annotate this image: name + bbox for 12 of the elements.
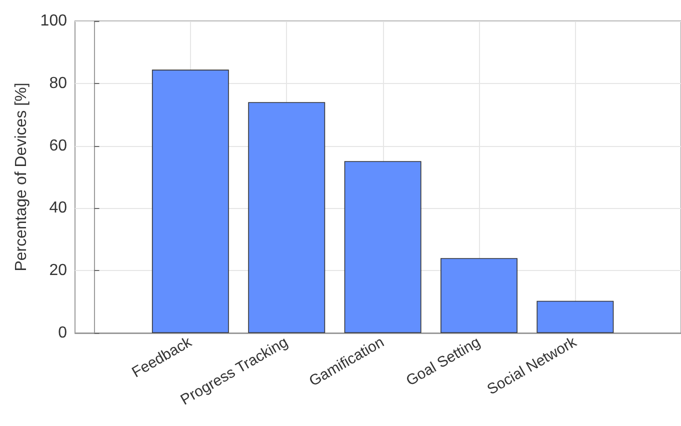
y-tick-label: 80 bbox=[49, 74, 68, 92]
bar bbox=[152, 70, 229, 333]
bar bbox=[440, 258, 518, 333]
y-tick-label: 0 bbox=[58, 324, 68, 342]
y-tick-label: 20 bbox=[49, 262, 68, 280]
bar bbox=[536, 300, 614, 333]
y-tick-label: 40 bbox=[49, 200, 68, 217]
bar bbox=[248, 102, 326, 333]
y-tick-label: 60 bbox=[49, 137, 68, 154]
y-tick-label: 100 bbox=[40, 12, 68, 30]
y-axis-title: Percentage of Devices [%] bbox=[12, 82, 30, 272]
bar bbox=[344, 161, 422, 333]
